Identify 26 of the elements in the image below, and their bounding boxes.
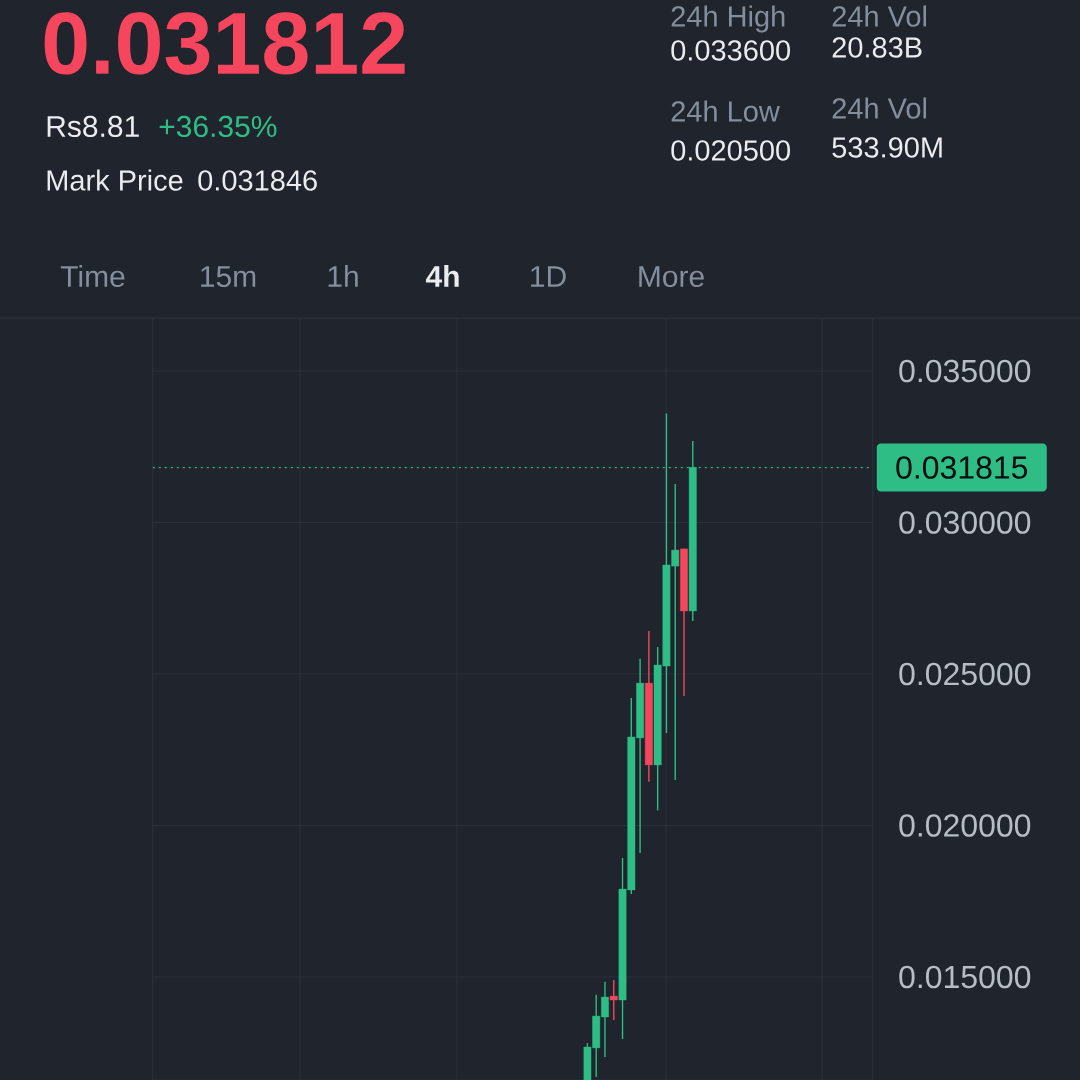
y-tick-label: 0.030000	[899, 511, 1031, 534]
chart-title: 0.031812	[44, 12, 405, 75]
text: More	[639, 266, 704, 288]
text: 1h	[328, 265, 358, 287]
text: 533.90M	[832, 137, 942, 158]
text: 1D	[531, 266, 566, 287]
text: 0.031846	[198, 170, 317, 191]
text: 15m	[201, 266, 256, 288]
ref-line-label: 0.031815	[896, 456, 1028, 479]
text: Time	[60, 265, 125, 288]
text: 0.033600	[671, 40, 791, 61]
text: 4h	[425, 265, 459, 287]
text: 24h Vol	[832, 97, 927, 119]
text: Rs8.81	[47, 115, 139, 138]
text: 24h Low	[671, 100, 780, 122]
y-tick-label: 0.020000	[899, 814, 1031, 837]
y-tick-label: 0.025000	[899, 662, 1031, 686]
text: 20.83B	[832, 37, 922, 58]
y-tick-label: 0.015000	[899, 965, 1031, 989]
y-tick-label: 0.035000	[899, 359, 1031, 383]
text: 24h Vol	[832, 5, 927, 27]
text: 0.020500	[671, 140, 791, 161]
text: +36.35%	[159, 115, 277, 138]
candlestick	[609, 979, 618, 1021]
text: Mark Price	[47, 169, 183, 191]
text: 24h High	[671, 5, 785, 33]
